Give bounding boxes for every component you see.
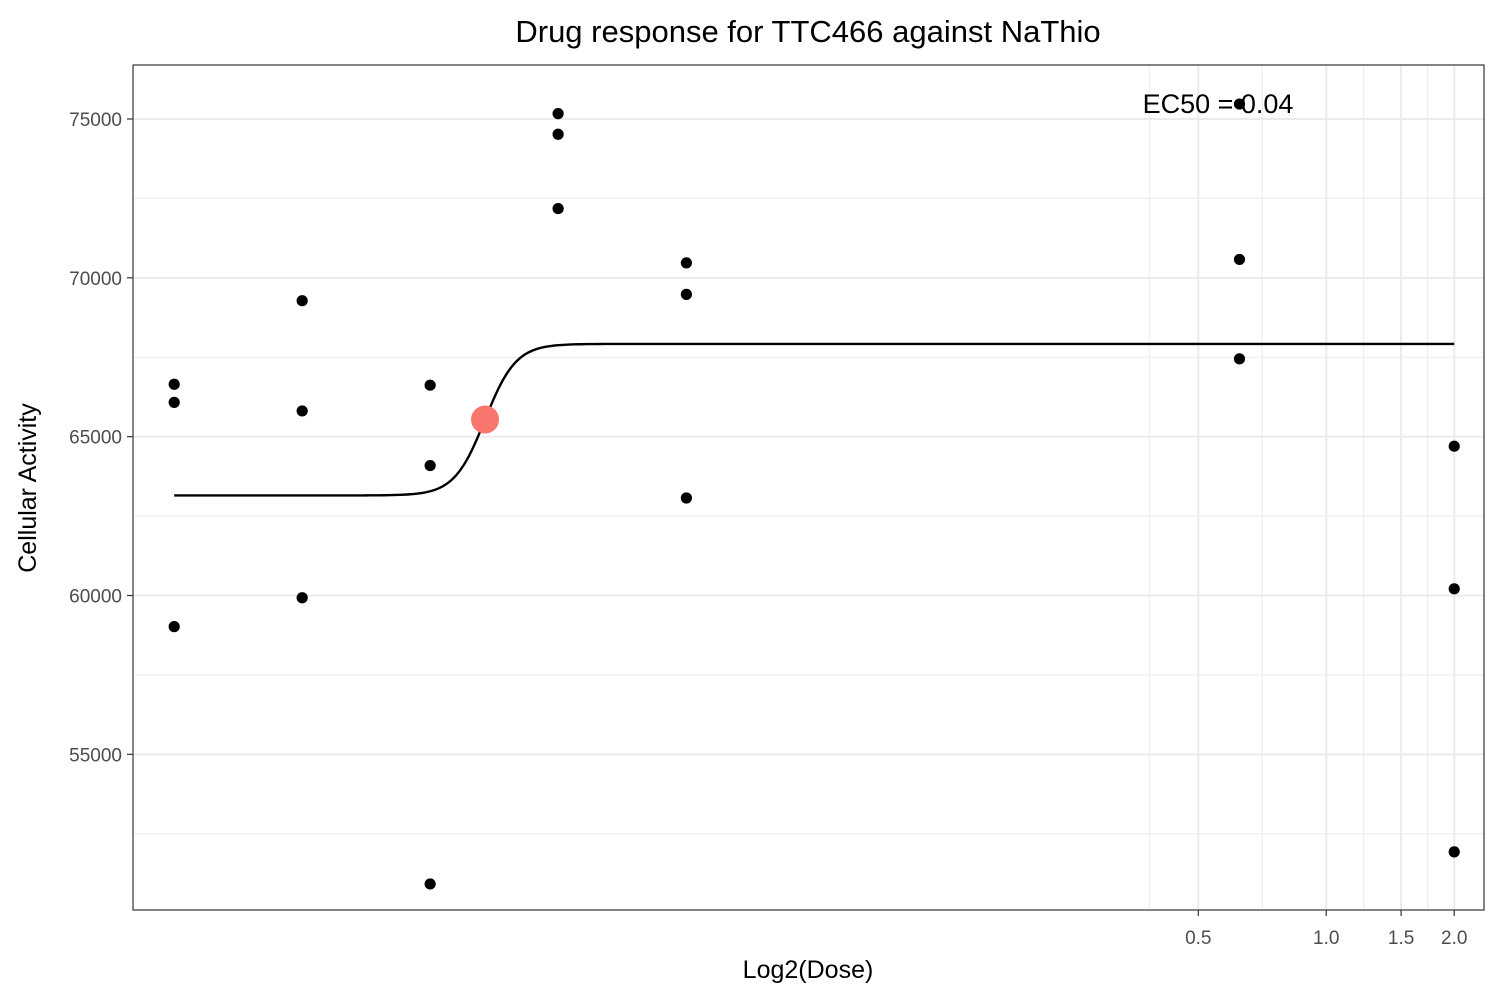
fit-curve-layer <box>174 342 1455 497</box>
x-tick-label: 0.5 <box>1185 928 1211 949</box>
data-point <box>296 405 308 417</box>
data-point <box>424 878 436 890</box>
y-axis-title: Cellular Activity <box>14 403 42 573</box>
ec50-annotation: EC50 = 0.04 <box>1143 89 1294 119</box>
ec50-marker-layer <box>471 405 500 434</box>
y-tick-label: 75000 <box>69 110 122 131</box>
major-gridlines <box>133 65 1484 910</box>
data-point <box>168 396 180 408</box>
data-point <box>680 492 692 504</box>
y-tick-label: 60000 <box>69 587 122 608</box>
data-point <box>1233 353 1246 365</box>
data-point <box>552 128 564 140</box>
data-point <box>552 202 564 215</box>
y-axis-ticks: 55000 60000 65000 70000 75000 <box>69 110 133 766</box>
data-point <box>1233 98 1246 110</box>
data-point <box>296 295 308 307</box>
chart-title: Drug response for TTC466 against NaThio <box>515 14 1100 49</box>
x-tick-label: 2.0 <box>1441 928 1467 949</box>
data-point <box>1233 253 1246 266</box>
y-tick-label: 65000 <box>69 428 122 449</box>
data-point <box>168 378 180 390</box>
data-point <box>680 257 692 269</box>
data-point <box>1448 583 1460 595</box>
data-point <box>424 379 436 391</box>
plot-panel-border <box>132 64 1485 911</box>
data-point <box>296 592 308 604</box>
ec50-point <box>471 405 500 434</box>
y-tick-label: 55000 <box>69 745 122 766</box>
x-tick-label: 1.5 <box>1388 928 1414 949</box>
y-tick-label: 70000 <box>69 269 122 290</box>
fit-curve-line <box>174 342 1455 497</box>
minor-gridlines <box>133 65 1484 910</box>
x-axis-title: Log2(Dose) <box>743 956 874 984</box>
x-tick-label: 1.0 <box>1313 928 1339 949</box>
data-point <box>424 459 436 472</box>
data-point <box>1448 846 1460 858</box>
data-point <box>552 108 564 120</box>
data-points <box>168 98 1460 890</box>
data-point <box>168 621 180 633</box>
data-point <box>680 288 692 300</box>
x-axis-ticks: 0.5 1.0 1.5 2.0 <box>1185 910 1467 949</box>
data-point <box>1448 440 1460 452</box>
